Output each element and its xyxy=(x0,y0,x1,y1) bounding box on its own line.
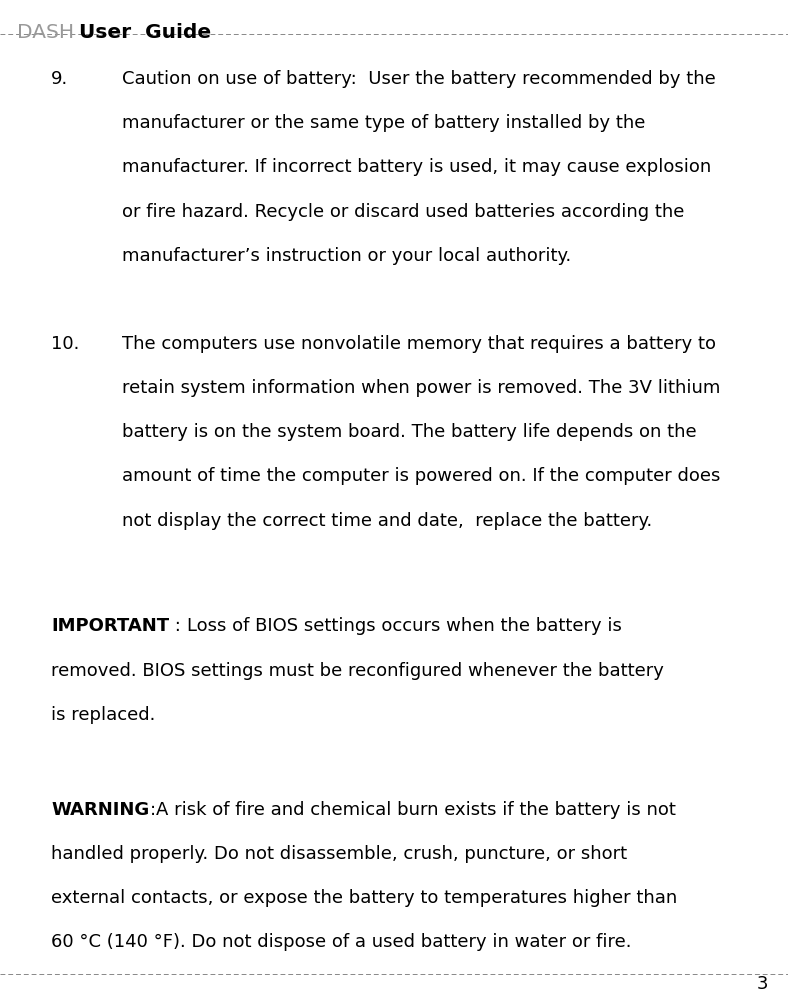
Text: :: : xyxy=(150,800,155,818)
Text: retain system information when power is removed. The 3V lithium: retain system information when power is … xyxy=(122,379,720,397)
Text: DASH: DASH xyxy=(17,23,74,42)
Text: not display the correct time and date,  replace the battery.: not display the correct time and date, r… xyxy=(122,511,652,529)
Text: manufacturer’s instruction or your local authority.: manufacturer’s instruction or your local… xyxy=(122,246,571,265)
Text: 9.: 9. xyxy=(51,70,69,88)
Text: handled properly. Do not disassemble, crush, puncture, or short: handled properly. Do not disassemble, cr… xyxy=(51,844,627,862)
Text: 60 °C (140 °F). Do not dispose of a used battery in water or fire.: 60 °C (140 °F). Do not dispose of a used… xyxy=(51,932,632,950)
Text: The computers use nonvolatile memory that requires a battery to: The computers use nonvolatile memory tha… xyxy=(122,335,716,353)
Text: is replaced.: is replaced. xyxy=(51,705,155,723)
Text: external contacts, or expose the battery to temperatures higher than: external contacts, or expose the battery… xyxy=(51,888,678,906)
Text: manufacturer or the same type of battery installed by the: manufacturer or the same type of battery… xyxy=(122,114,645,132)
Text: User  Guide: User Guide xyxy=(65,23,210,42)
Text: WARNING: WARNING xyxy=(51,800,150,818)
Text: or fire hazard. Recycle or discard used batteries according the: or fire hazard. Recycle or discard used … xyxy=(122,202,685,220)
Text: manufacturer. If incorrect battery is used, it may cause explosion: manufacturer. If incorrect battery is us… xyxy=(122,158,712,176)
Text: 3: 3 xyxy=(756,974,768,992)
Text: :: : xyxy=(169,617,187,635)
Text: removed. BIOS settings must be reconfigured whenever the battery: removed. BIOS settings must be reconfigu… xyxy=(51,661,664,679)
Text: IMPORTANT: IMPORTANT xyxy=(51,617,169,635)
Text: battery is on the system board. The battery life depends on the: battery is on the system board. The batt… xyxy=(122,423,697,441)
Text: amount of time the computer is powered on. If the computer does: amount of time the computer is powered o… xyxy=(122,467,720,485)
Text: 10.: 10. xyxy=(51,335,80,353)
Text: Caution on use of battery:  User the battery recommended by the: Caution on use of battery: User the batt… xyxy=(122,70,716,88)
Text: Loss of BIOS settings occurs when the battery is: Loss of BIOS settings occurs when the ba… xyxy=(187,617,622,635)
Text: A risk of fire and chemical burn exists if the battery is not: A risk of fire and chemical burn exists … xyxy=(155,800,675,818)
